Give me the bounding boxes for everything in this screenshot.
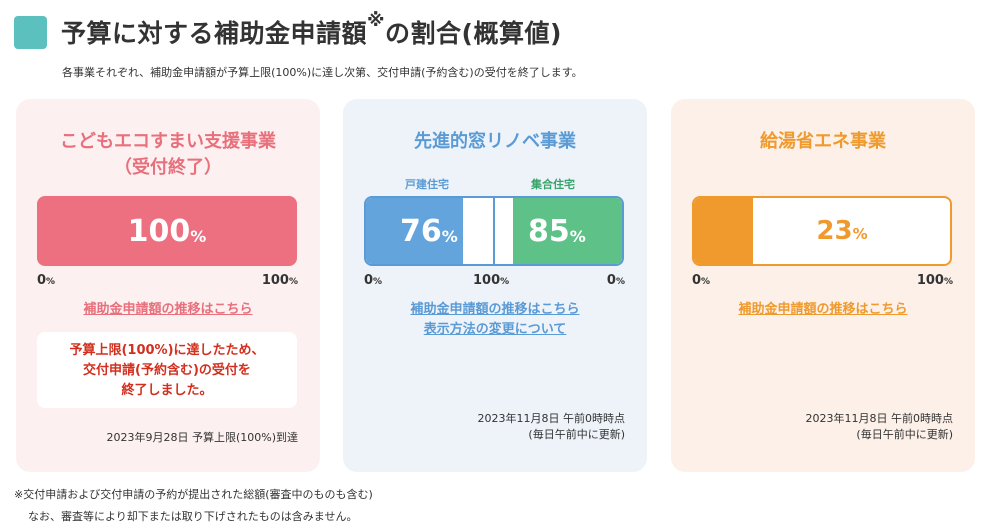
notice-line3: 終了しました。: [121, 383, 213, 398]
progress-bar: 100%: [37, 196, 297, 266]
detached-label: 戸建住宅: [405, 178, 449, 191]
notice-line2: 交付申請(予約含む)の受付を: [83, 363, 251, 378]
title-main: 予算に対する補助金申請額: [61, 19, 368, 48]
transition-link[interactable]: 補助金申請額の推移はこちら: [83, 302, 253, 317]
scale-max: 100%: [261, 273, 298, 288]
card-title-line2: （受付終了）: [114, 157, 222, 178]
accent-square-icon: [14, 15, 47, 49]
closed-notice: 予算上限(100%)に達したため、 交付申請(予約含む)の受付を 終了しました。: [37, 332, 297, 408]
card-title: 先進的窓リノベ事業: [414, 131, 576, 152]
progress-fill: [694, 198, 753, 264]
transition-link[interactable]: 補助金申請額の推移はこちら: [410, 302, 580, 317]
scale-left: 0%: [364, 273, 383, 288]
scale-min: 0%: [37, 273, 56, 288]
detached-fill: [366, 198, 464, 264]
page-title: 予算に対する補助金申請額※の割合(概算値): [61, 10, 562, 50]
progress-value: 23%: [816, 216, 868, 246]
progress-unit: %: [190, 226, 207, 246]
card-footer: 2023年11月8日 午前0時時点 (毎日午前中に更新): [805, 412, 953, 441]
card-kodomo-eco: こどもエコすまい支援事業 （受付終了） 100% 0% 100% 補助金申請額の…: [16, 99, 320, 472]
detached-value: 76%: [400, 213, 458, 249]
title-mark: ※: [367, 10, 386, 31]
card-title: 給湯省エネ事業: [760, 131, 886, 152]
transition-link[interactable]: 補助金申請額の推移はこちら: [738, 302, 908, 317]
progress-bar: 23%: [692, 196, 952, 266]
progress-value: 100%: [39, 198, 295, 264]
card-footer: 2023年11月8日 午前0時時点 (毎日午前中に更新): [477, 412, 625, 441]
card-title-line1: こどもエコすまい支援事業: [60, 131, 276, 152]
display-method-link[interactable]: 表示方法の変更について: [423, 322, 567, 337]
footnote-1: ※交付申請および交付申請の予約が提出された総額(審査中のものも含む): [14, 488, 373, 501]
scale-max: 100%: [916, 273, 953, 288]
title-suffix: の割合(概算値): [385, 19, 562, 48]
card-title: こどもエコすまい支援事業 （受付終了）: [16, 129, 320, 181]
page-subtitle: 各事業それぞれ、補助金申請額が予算上限(100%)に達し次第、交付申請(予約含む…: [62, 66, 583, 79]
page-header: 予算に対する補助金申請額※の割合(概算値): [14, 10, 562, 50]
collective-fill: [513, 198, 622, 264]
scale-right: 0%: [606, 273, 625, 288]
footnote-2: なお、審査等により却下または取り下げされたものは含みません。: [28, 510, 358, 523]
center-divider: [493, 198, 495, 264]
progress-number: 100: [127, 213, 191, 249]
card-mado-renovation: 先進的窓リノベ事業 戸建住宅 集合住宅 76% 85% 0% 100% 0% 補…: [343, 99, 647, 472]
notice-line1: 予算上限(100%)に達したため、: [69, 343, 265, 358]
collective-value: 85%: [528, 213, 586, 249]
card-footer: 2023年9月28日 予算上限(100%)到達: [106, 431, 298, 444]
card-kyuto-shoene: 給湯省エネ事業 23% 0% 100% 補助金申請額の推移はこちら 2023年1…: [671, 99, 975, 472]
collective-label: 集合住宅: [531, 178, 575, 191]
dual-progress-bar: 76% 85%: [364, 196, 624, 266]
scale-min: 0%: [692, 273, 711, 288]
scale-mid: 100%: [473, 273, 510, 288]
